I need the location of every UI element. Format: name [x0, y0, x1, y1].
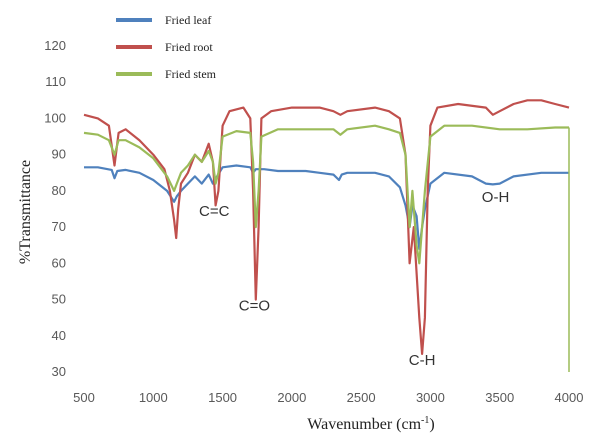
- x-tick-label: 4000: [555, 390, 584, 405]
- legend: Fried leaf Fried root Fried stem: [116, 13, 217, 81]
- x-tick-labels: 500 1000 1500 2000 2500 3000 3500 4000: [73, 390, 583, 405]
- x-tick-label: 1000: [139, 390, 168, 405]
- x-axis-label-main: Wavenumber (cm: [307, 416, 421, 433]
- x-tick-label: 2000: [277, 390, 306, 405]
- y-tick-label: 80: [52, 183, 66, 198]
- peak-annotation: C=O: [239, 297, 270, 314]
- y-axis-label: %Transmittance: [17, 160, 34, 264]
- y-tick-label: 40: [52, 328, 66, 343]
- legend-label: Fried root: [165, 40, 213, 54]
- x-axis-label-superscript: -1: [421, 415, 429, 426]
- y-tick-labels: 30 40 50 60 70 80 90 100 110 120: [44, 38, 66, 379]
- legend-label: Fried leaf: [165, 13, 211, 27]
- peak-annotation: O-H: [482, 189, 510, 206]
- series-line: [84, 164, 569, 250]
- x-axis-label-close: ): [429, 416, 434, 433]
- y-tick-label: 60: [52, 255, 66, 270]
- x-tick-label: 3500: [485, 390, 514, 405]
- series-lines: [83, 99, 570, 372]
- y-tick-label: 50: [52, 292, 66, 307]
- x-axis-label: Wavenumber (cm-1): [307, 415, 434, 433]
- y-tick-label: 120: [44, 38, 66, 53]
- peak-annotation: C-H: [409, 352, 436, 369]
- x-tick-label: 1500: [208, 390, 237, 405]
- peak-annotation: C=C: [199, 203, 230, 220]
- y-tick-label: 100: [44, 110, 66, 125]
- x-tick-label: 3000: [416, 390, 445, 405]
- series-line: [83, 99, 570, 355]
- x-tick-label: 2500: [347, 390, 376, 405]
- y-tick-label: 30: [52, 364, 66, 379]
- x-tick-label: 500: [73, 390, 95, 405]
- legend-label: Fried stem: [165, 67, 217, 81]
- y-tick-label: 90: [52, 147, 66, 162]
- y-tick-label: 70: [52, 219, 66, 234]
- series-line: [83, 124, 569, 265]
- annotations: C=C C=O C-H O-H: [199, 189, 509, 369]
- y-tick-label: 110: [45, 74, 66, 89]
